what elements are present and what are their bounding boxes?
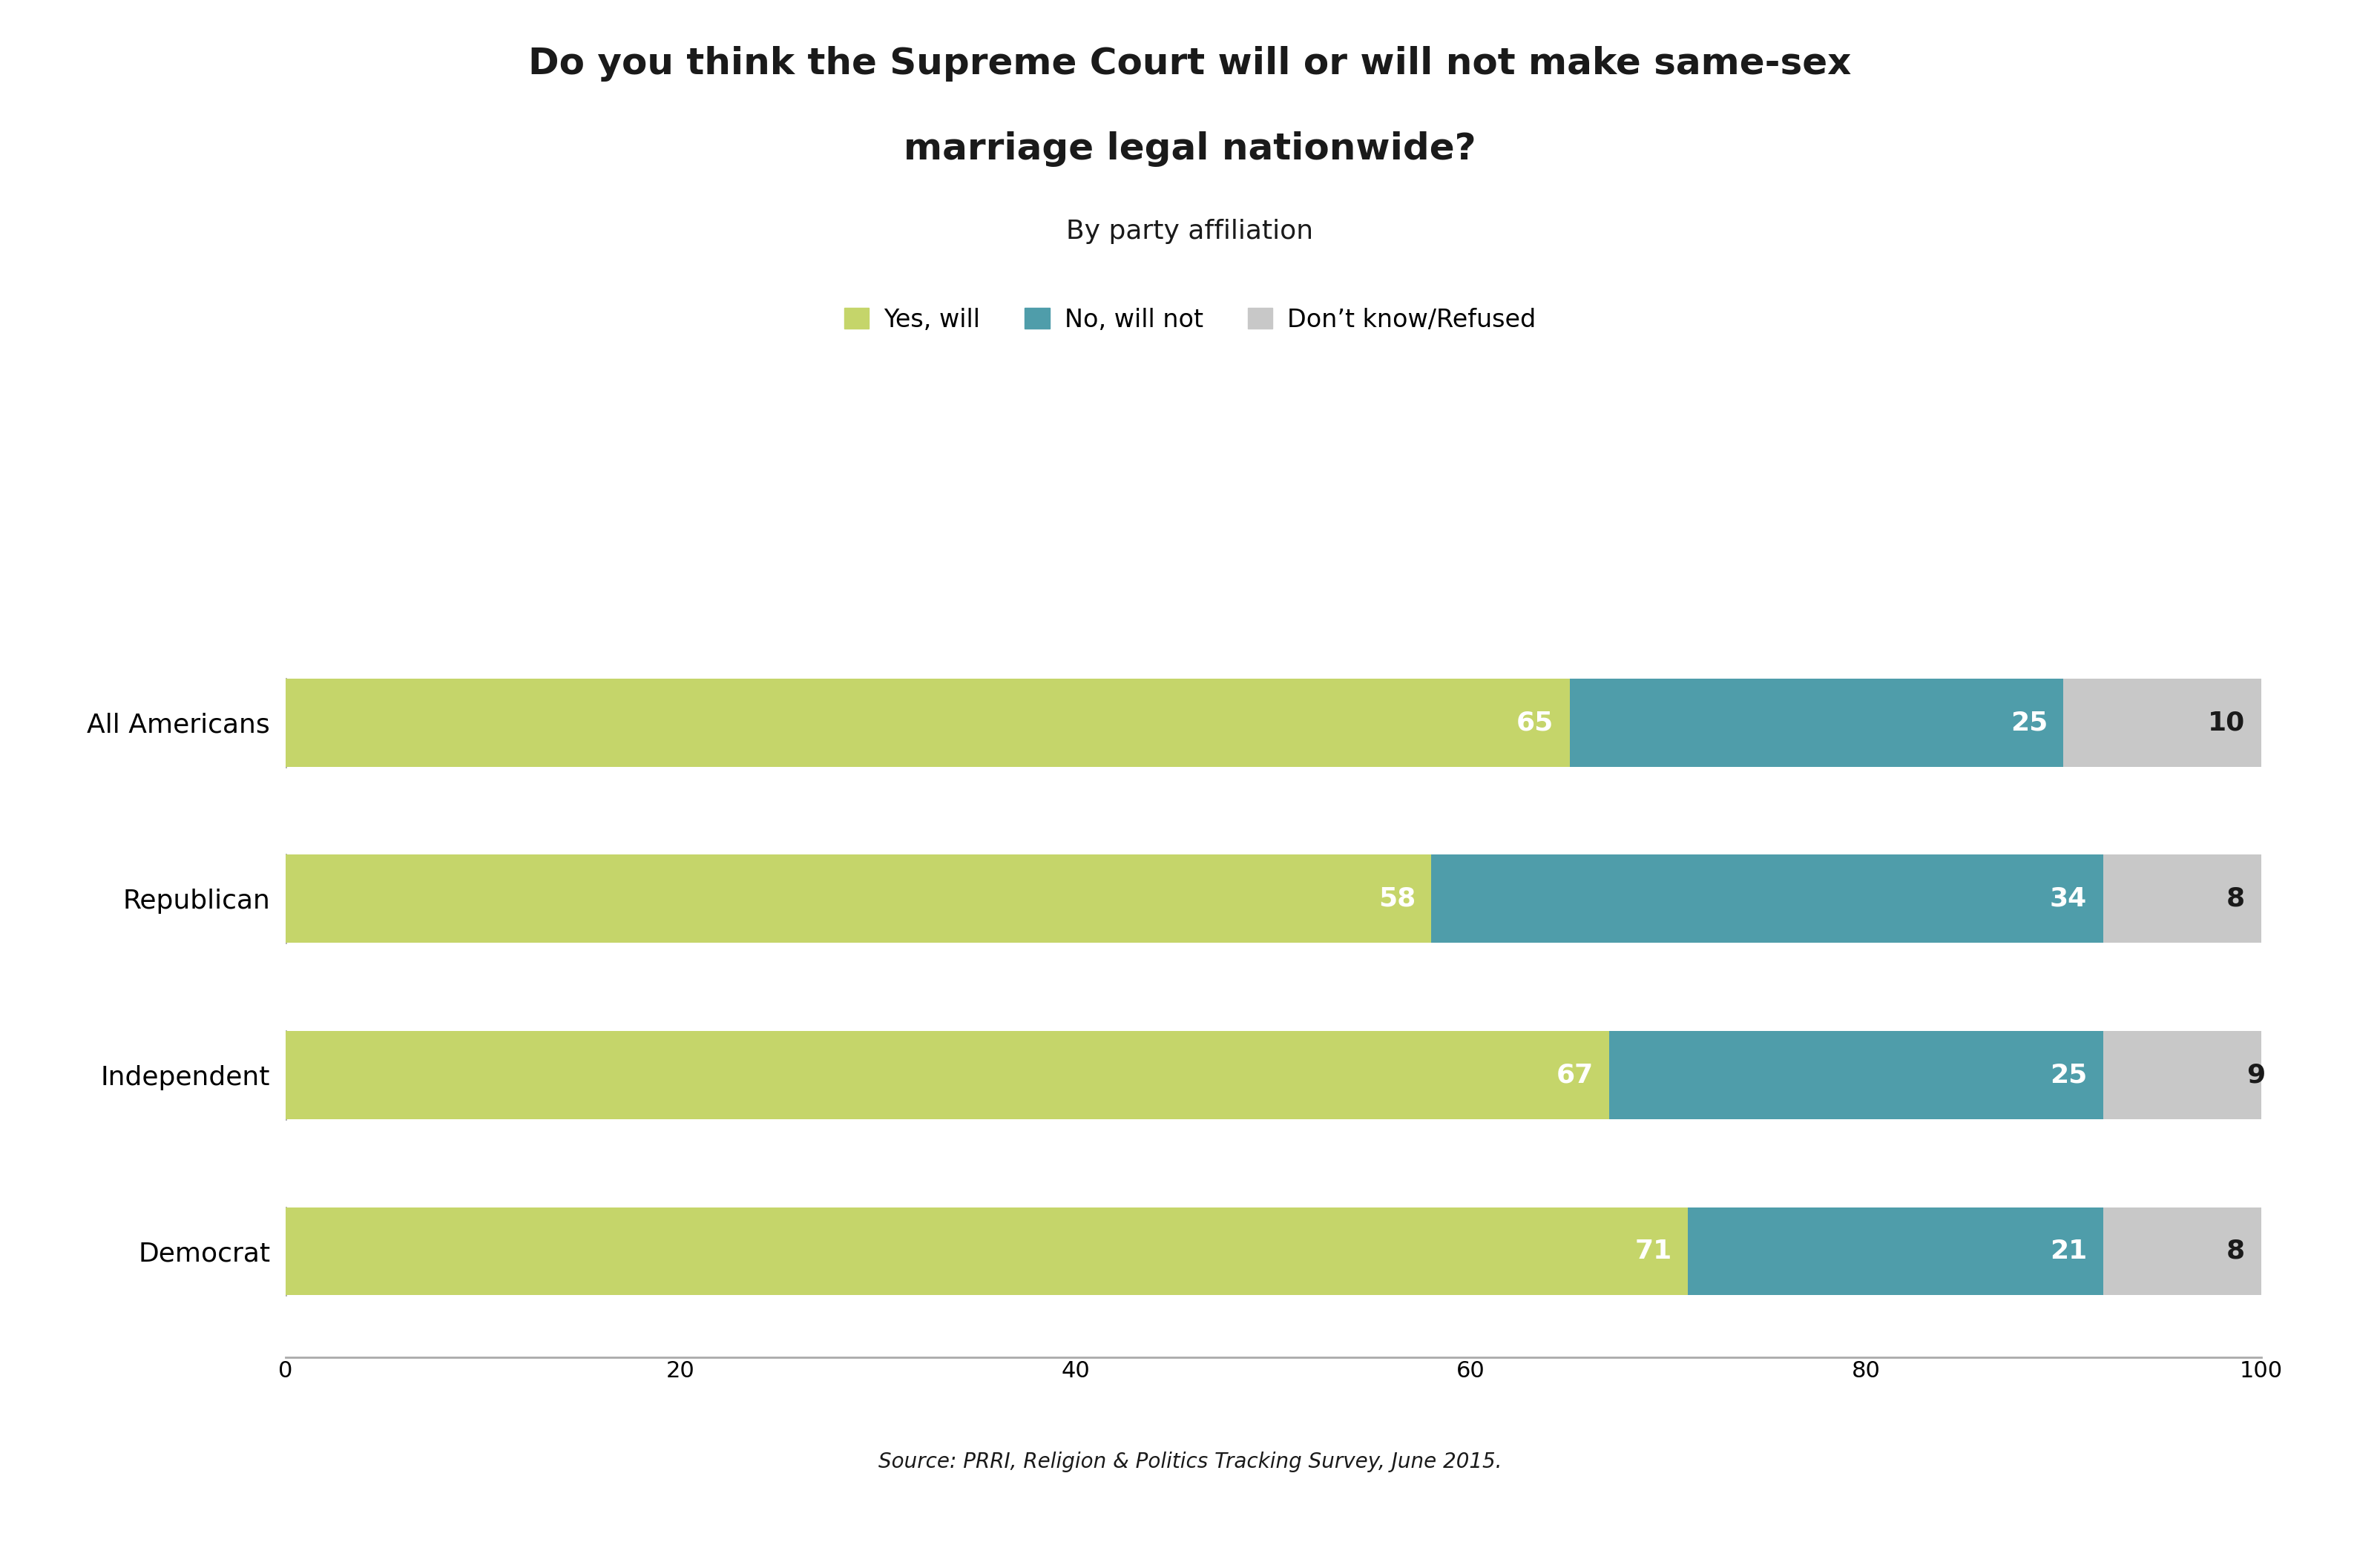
Bar [2104, 1207, 2261, 1295]
Text: 34: 34 [2049, 887, 2087, 911]
Text: 71: 71 [1635, 1238, 1673, 1264]
Bar [286, 854, 1430, 942]
Text: By party affiliation: By party affiliation [1066, 219, 1314, 244]
Bar [286, 1207, 1687, 1295]
Bar [2104, 1032, 2280, 1119]
Text: 25: 25 [2049, 1062, 2087, 1087]
Text: 8: 8 [2228, 887, 2244, 911]
Bar [286, 1032, 1609, 1119]
Bar [1687, 1207, 2104, 1295]
Bar [1609, 1032, 2104, 1119]
Text: 65: 65 [1516, 709, 1554, 736]
Text: 10: 10 [2209, 709, 2244, 736]
Bar [1571, 678, 2063, 766]
Text: 9: 9 [2247, 1062, 2266, 1087]
Bar [2104, 854, 2261, 942]
Bar [1430, 854, 2104, 942]
Bar [286, 678, 1571, 766]
Bar [2063, 678, 2261, 766]
Text: 58: 58 [1378, 887, 1416, 911]
Text: 8: 8 [2228, 1238, 2244, 1264]
Legend: Yes, will, No, will not, Don’t know/Refused: Yes, will, No, will not, Don’t know/Refu… [835, 298, 1545, 342]
Text: marriage legal nationwide?: marriage legal nationwide? [904, 131, 1476, 167]
Text: 67: 67 [1557, 1062, 1592, 1087]
Text: Do you think the Supreme Court will or will not make same-sex: Do you think the Supreme Court will or w… [528, 46, 1852, 82]
Text: 25: 25 [2011, 709, 2047, 736]
Text: Source: PRRI, Religion & Politics Tracking Survey, June 2015.: Source: PRRI, Religion & Politics Tracki… [878, 1453, 1502, 1473]
Text: 21: 21 [2049, 1238, 2087, 1264]
